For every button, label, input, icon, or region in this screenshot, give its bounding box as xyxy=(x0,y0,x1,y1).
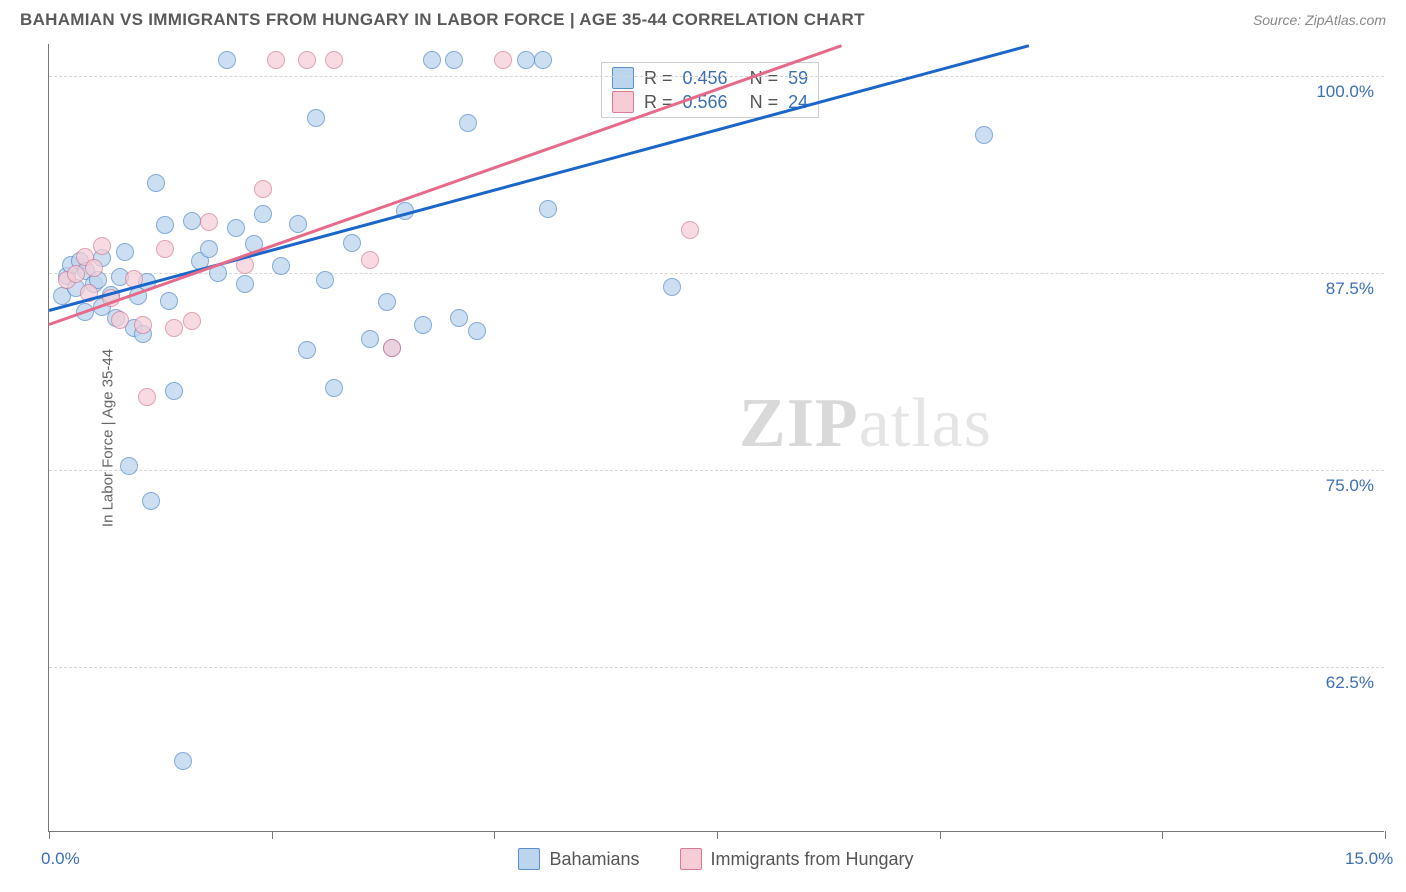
gridline xyxy=(49,667,1384,668)
scatter-point xyxy=(236,275,254,293)
scatter-point xyxy=(494,51,512,69)
trend-line xyxy=(49,44,843,325)
series-swatch xyxy=(612,67,634,89)
scatter-point xyxy=(517,51,535,69)
stat-r-label: R = xyxy=(644,68,673,89)
scatter-point xyxy=(383,339,401,357)
scatter-point xyxy=(378,293,396,311)
gridline xyxy=(49,470,1384,471)
watermark: ZIPatlas xyxy=(739,384,992,464)
scatter-point xyxy=(307,109,325,127)
scatter-point xyxy=(200,240,218,258)
scatter-point xyxy=(147,174,165,192)
scatter-point xyxy=(445,51,463,69)
scatter-point xyxy=(289,215,307,233)
x-tick xyxy=(1385,831,1386,839)
scatter-point xyxy=(272,257,290,275)
plot-area: In Labor Force | Age 35-44 ZIPatlas R = … xyxy=(48,44,1384,832)
scatter-point xyxy=(663,278,681,296)
legend-label: Bahamians xyxy=(549,849,639,870)
bottom-legend: Bahamians Immigrants from Hungary xyxy=(48,848,1384,870)
y-axis-label: In Labor Force | Age 35-44 xyxy=(100,348,117,526)
legend-item: Bahamians xyxy=(518,848,639,870)
legend-item: Immigrants from Hungary xyxy=(680,848,914,870)
y-tick-label: 75.0% xyxy=(1326,476,1374,496)
gridline xyxy=(49,76,1384,77)
watermark-atlas: atlas xyxy=(859,385,992,462)
scatter-point xyxy=(254,205,272,223)
chart-title: BAHAMIAN VS IMMIGRANTS FROM HUNGARY IN L… xyxy=(20,10,865,30)
legend-label: Immigrants from Hungary xyxy=(711,849,914,870)
legend-swatch xyxy=(680,848,702,870)
scatter-point xyxy=(414,316,432,334)
y-tick-label: 62.5% xyxy=(1326,673,1374,693)
scatter-point xyxy=(423,51,441,69)
scatter-point xyxy=(298,341,316,359)
source-prefix: Source: xyxy=(1253,12,1305,28)
scatter-point xyxy=(183,312,201,330)
scatter-point xyxy=(67,265,85,283)
scatter-point xyxy=(361,330,379,348)
stat-n-label: N = xyxy=(750,92,779,113)
stats-row: R = 0.456N = 59 xyxy=(612,67,808,89)
scatter-point xyxy=(534,51,552,69)
scatter-point xyxy=(298,51,316,69)
x-tick xyxy=(717,831,718,839)
scatter-point xyxy=(142,492,160,510)
source-name: ZipAtlas.com xyxy=(1305,12,1386,28)
scatter-point xyxy=(681,221,699,239)
chart-area: In Labor Force | Age 35-44 ZIPatlas R = … xyxy=(48,44,1384,832)
scatter-point xyxy=(325,379,343,397)
scatter-point xyxy=(111,311,129,329)
scatter-point xyxy=(165,382,183,400)
scatter-point xyxy=(93,237,111,255)
x-tick xyxy=(940,831,941,839)
y-tick-label: 87.5% xyxy=(1326,279,1374,299)
scatter-point xyxy=(174,752,192,770)
scatter-point xyxy=(160,292,178,310)
scatter-point xyxy=(156,240,174,258)
chart-header: BAHAMIAN VS IMMIGRANTS FROM HUNGARY IN L… xyxy=(0,0,1406,36)
stat-n-value: 59 xyxy=(788,68,808,89)
scatter-point xyxy=(539,200,557,218)
scatter-point xyxy=(227,219,245,237)
gridline xyxy=(49,273,1384,274)
scatter-point xyxy=(120,457,138,475)
scatter-point xyxy=(267,51,285,69)
y-tick-label: 100.0% xyxy=(1316,82,1374,102)
scatter-point xyxy=(85,259,103,277)
scatter-point xyxy=(116,243,134,261)
scatter-point xyxy=(450,309,468,327)
scatter-point xyxy=(316,271,334,289)
series-swatch xyxy=(612,91,634,113)
legend-swatch xyxy=(518,848,540,870)
scatter-point xyxy=(218,51,236,69)
scatter-point xyxy=(134,316,152,334)
scatter-point xyxy=(138,388,156,406)
x-tick xyxy=(494,831,495,839)
scatter-point xyxy=(254,180,272,198)
x-tick xyxy=(1162,831,1163,839)
scatter-point xyxy=(165,319,183,337)
scatter-point xyxy=(200,213,218,231)
watermark-zip: ZIP xyxy=(739,385,859,462)
source-attribution: Source: ZipAtlas.com xyxy=(1253,12,1386,28)
x-tick xyxy=(49,831,50,839)
scatter-point xyxy=(156,216,174,234)
scatter-point xyxy=(975,126,993,144)
scatter-point xyxy=(183,212,201,230)
scatter-point xyxy=(361,251,379,269)
scatter-point xyxy=(325,51,343,69)
stats-row: R = 0.566N = 24 xyxy=(612,91,808,113)
scatter-point xyxy=(468,322,486,340)
scatter-point xyxy=(343,234,361,252)
x-tick xyxy=(272,831,273,839)
scatter-point xyxy=(459,114,477,132)
